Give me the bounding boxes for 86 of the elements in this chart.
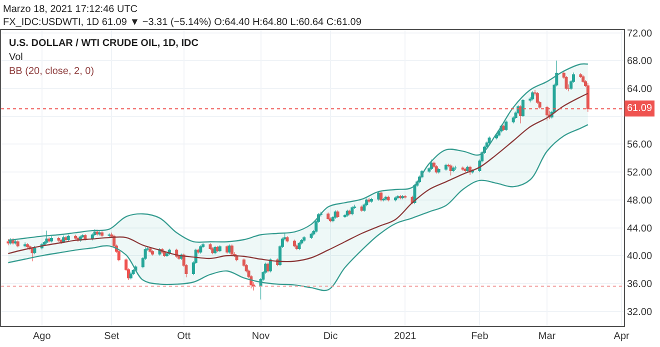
candlestick [64, 236, 68, 242]
x-tick-label: Ott [177, 331, 191, 342]
candlestick [350, 206, 354, 216]
candlestick [74, 234, 78, 240]
candlestick [386, 195, 390, 202]
candlestick [521, 98, 524, 118]
candlestick [434, 164, 438, 174]
line-series [8, 92, 589, 262]
candlestick [228, 244, 232, 254]
candlestick [165, 252, 168, 258]
candlestick [132, 268, 135, 276]
candlestick [148, 247, 152, 254]
candlestick [286, 236, 289, 243]
y-tick-label: 72.00 [627, 28, 652, 40]
candlestick [368, 198, 371, 204]
candlestick [380, 191, 383, 202]
text: U.S. DOLLAR / WTI CRUDE OIL, 1D, IDC [9, 38, 198, 49]
text: Marzo 18, 2021 17:12:46 UTC [3, 4, 138, 15]
candlestick [48, 237, 51, 243]
candlestick [326, 212, 330, 220]
candlestick [26, 242, 29, 249]
y-tick-label: 36.00 [627, 279, 652, 290]
candlestick [16, 240, 20, 248]
candlestick [24, 242, 27, 248]
candlestick [582, 74, 585, 84]
x-tick-label: Mar [538, 331, 556, 342]
candlestick [298, 241, 301, 250]
candlestick [394, 196, 397, 202]
x-tick-label: Set [104, 331, 120, 342]
candlestick [536, 92, 539, 104]
candlestick [100, 230, 104, 238]
x-tick-label: Dic [323, 331, 338, 342]
y-tick-label: 40.00 [627, 251, 652, 262]
candlestick [268, 258, 272, 273]
x-tick-label: Nov [252, 331, 270, 342]
x-tick-label: 2021 [394, 331, 417, 342]
candlestick [230, 244, 234, 256]
candlestick [370, 198, 373, 204]
candlestick [454, 166, 458, 170]
candlestick [96, 230, 99, 236]
x-tick-label: Apr [614, 331, 630, 342]
candlestick [444, 163, 448, 171]
candlestick [14, 239, 17, 245]
candlestick [404, 194, 407, 199]
candlestick [218, 244, 222, 252]
y-tick-label: 44.00 [627, 223, 652, 234]
y-tick-label: 56.00 [627, 140, 652, 151]
candlestick [382, 198, 385, 202]
candlestick [266, 262, 270, 273]
y-tick-label: 68.00 [627, 56, 652, 68]
candlestick [461, 166, 464, 171]
candlestick [504, 120, 508, 132]
candlestick [108, 233, 111, 238]
candlestick [45, 230, 48, 244]
candlestick [437, 168, 440, 174]
candlestick [84, 234, 87, 241]
y-tick-label: 48.00 [627, 195, 652, 206]
candlestick [292, 239, 296, 248]
candlestick [199, 244, 202, 254]
candlestick [151, 250, 154, 256]
line-series [8, 63, 589, 243]
y-tick-label: 52.00 [627, 168, 652, 179]
x-tick-label: Feb [471, 331, 489, 342]
line-series [8, 124, 589, 292]
text: FX_IDC:USDWTI, 1D 61.09 ▼ −3.31 (−5.14%) O:64.40 H:64.80 L:60.64 C:61.09 [3, 17, 362, 28]
ref-line-label: 61.09 [627, 103, 652, 114]
candlestick [302, 236, 306, 242]
y-tick-label: 32.00 [627, 306, 652, 318]
x-tick-label: Ago [32, 331, 52, 342]
candlestick [343, 214, 346, 218]
candlestick [452, 166, 455, 172]
candlestick [310, 232, 313, 240]
text: BB (20, close, 2, 0) [9, 66, 94, 77]
candlestick [129, 271, 132, 280]
candlestick [208, 242, 212, 250]
candlestick [33, 246, 36, 255]
candlestick [564, 76, 568, 90]
candlestick [66, 234, 70, 242]
candlestick [488, 136, 491, 145]
candlestick [531, 90, 534, 101]
candlestick [430, 159, 434, 170]
candlestick [57, 236, 60, 242]
y-tick-label: 64.00 [627, 84, 652, 95]
candlestick [50, 236, 54, 243]
text: Vol [9, 52, 23, 63]
candlestick [336, 210, 340, 218]
